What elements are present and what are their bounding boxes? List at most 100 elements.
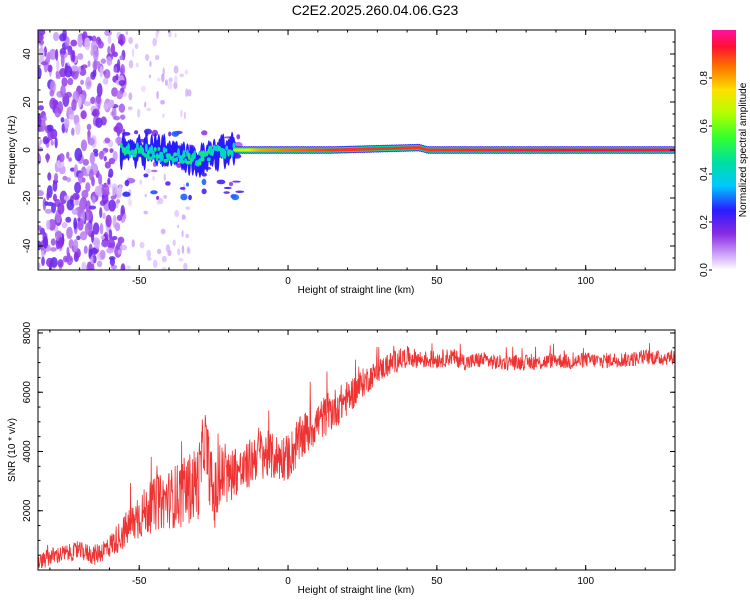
- heatmap-noise-cell: [162, 113, 165, 118]
- heatmap-noise-cell: [107, 100, 115, 108]
- heatmap-noise-cell: [57, 202, 65, 215]
- heatmap-noise-cell: [57, 259, 64, 268]
- heatmap-noise-cell: [92, 60, 98, 71]
- heatmap-noise-cell: [38, 114, 42, 126]
- heatmap-noise-cell: [80, 139, 88, 152]
- heatmap-noise-cell: [117, 39, 124, 45]
- heatmap-noise-cell: [87, 60, 91, 67]
- heatmap-noise-cell: [113, 67, 118, 73]
- heatmap-noise-cell: [88, 205, 97, 210]
- spectrogram-ticks: -50 0 50 100 -40 -20 0 20 40: [22, 29, 676, 287]
- heatmap-noise-cell: [150, 190, 158, 195]
- heatmap-noise-cell: [68, 113, 76, 120]
- heatmap-noise-cell: [88, 168, 94, 181]
- heatmap-noise-cell: [73, 217, 78, 230]
- heatmap-noise-cell: [54, 137, 58, 149]
- heatmap-signal-blob: [186, 160, 191, 165]
- heatmap-noise-cell: [223, 191, 230, 194]
- heatmap-noise-cell: [160, 228, 166, 235]
- heatmap-signal-core: [230, 150, 234, 158]
- heatmap-noise-cell: [164, 79, 168, 86]
- heatmap-noise-cell: [109, 148, 114, 153]
- spectrogram-ytick-label: -20: [22, 190, 33, 205]
- heatmap-noise-cell: [44, 208, 53, 214]
- heatmap-noise-cell: [114, 222, 121, 232]
- heatmap-noise-cell: [187, 246, 190, 253]
- snr-ytick-label: 8000: [22, 321, 33, 344]
- heatmap-noise-cell: [183, 111, 186, 120]
- heatmap-noise-cell: [118, 184, 123, 195]
- heatmap-noise-cell: [77, 66, 82, 73]
- heatmap-noise-cell: [146, 168, 151, 174]
- heatmap-noise-cell: [42, 236, 49, 249]
- heatmap-noise-cell: [80, 79, 84, 85]
- heatmap-noise-cell: [107, 173, 112, 178]
- heatmap-noise-cell: [126, 265, 131, 270]
- heatmap-signal-blob: [144, 153, 149, 158]
- heatmap-noise-cell: [160, 99, 165, 105]
- heatmap-noise-cell: [93, 151, 99, 157]
- heatmap-noise-cell: [70, 39, 78, 47]
- heatmap-noise-cell: [128, 198, 133, 207]
- colorbar-tick-label: 0.8: [699, 71, 710, 85]
- heatmap-noise-cell: [181, 229, 184, 238]
- heatmap-noise-cell: [104, 30, 113, 37]
- heatmap-noise-cell: [48, 48, 57, 61]
- heatmap-noise-cell: [96, 260, 103, 268]
- heatmap-noise-cell: [89, 152, 96, 165]
- heatmap-noise-cell: [201, 172, 207, 177]
- heatmap-noise-cell: [174, 209, 180, 218]
- heatmap-noise-cell: [158, 197, 164, 205]
- snr-background: [38, 330, 675, 570]
- heatmap-noise-cell: [50, 247, 57, 252]
- snr-ytick-label: 2000: [22, 499, 33, 522]
- heatmap-noise-cell: [111, 235, 118, 241]
- heatmap-noise-cell: [68, 157, 72, 162]
- heatmap-signal-core: [225, 145, 229, 151]
- heatmap-noise-cell: [48, 219, 56, 231]
- heatmap-noise-cell: [108, 229, 113, 240]
- heatmap-noise-cell: [79, 231, 88, 241]
- heatmap-noise-cell: [97, 104, 101, 110]
- heatmap-noise-cell: [128, 36, 134, 45]
- heatmap-noise-cell: [90, 262, 95, 270]
- colorbar-ticks: 0.0 0.2 0.4 0.6 0.8: [699, 71, 712, 277]
- heatmap-noise-cell: [103, 155, 107, 162]
- heatmap-noise-cell: [128, 92, 133, 101]
- heatmap-noise-cell: [96, 83, 103, 98]
- heatmap-signal-core: [157, 146, 161, 151]
- heatmap-noise-cell: [44, 137, 50, 144]
- heatmap-noise-cell: [38, 105, 44, 111]
- heatmap-noise-cell: [49, 97, 57, 110]
- heatmap-noise-cell: [181, 245, 185, 254]
- heatmap-noise-cell: [84, 208, 93, 221]
- heatmap-noise-cell: [152, 161, 157, 167]
- heatmap-signal-core: [177, 147, 180, 158]
- snr-xtick-label: 100: [577, 576, 594, 587]
- heatmap-noise-cell: [63, 195, 70, 201]
- colorbar-tick-label: 0.2: [699, 215, 710, 229]
- heatmap-noise-cell: [107, 177, 111, 185]
- heatmap-noise-cell: [54, 173, 59, 182]
- heatmap-noise-cell: [60, 117, 65, 123]
- colorbar-gradient: [712, 30, 736, 270]
- heatmap-noise-cell: [116, 214, 123, 222]
- heatmap-noise-cell: [91, 195, 96, 204]
- heatmap-noise-cell: [110, 43, 116, 56]
- colorbar-tick-label: 0.0: [699, 263, 710, 277]
- heatmap-signal-blob: [222, 150, 227, 155]
- heatmap-noise-cell: [84, 37, 91, 51]
- heatmap-noise-cell: [64, 62, 69, 74]
- heatmap-noise-cell: [116, 126, 121, 137]
- heatmap-noise-cell: [66, 246, 70, 257]
- heatmap-noise-cell: [80, 110, 87, 120]
- heatmap-noise-cell: [144, 193, 147, 198]
- heatmap-noise-cell: [83, 101, 92, 107]
- heatmap-noise-cell: [134, 43, 139, 50]
- heatmap-noise-cell: [85, 182, 91, 192]
- heatmap-noise-cell: [38, 67, 42, 79]
- heatmap-noise-cell: [143, 173, 149, 178]
- heatmap-noise-cell: [55, 48, 59, 61]
- heatmap-signal-blob: [210, 148, 215, 153]
